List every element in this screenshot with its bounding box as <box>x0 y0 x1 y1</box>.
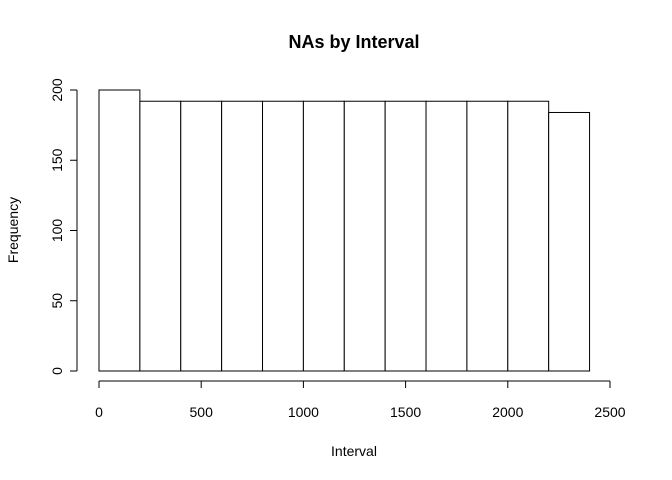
histogram-bar <box>262 100 304 372</box>
x-axis: 0 500 1000 1500 2000 2500 <box>95 380 626 420</box>
histogram-bar <box>507 100 550 372</box>
x-tick-label: 500 <box>190 404 214 420</box>
y-axis-label: Frequency <box>5 197 21 263</box>
y-tick-label: 0 <box>49 367 65 375</box>
y-tick-label: 200 <box>49 78 65 102</box>
bars-group <box>98 89 591 372</box>
histogram-bar <box>343 100 386 372</box>
y-tick-label: 100 <box>49 219 65 243</box>
histogram-bar <box>180 100 223 372</box>
y-tick-label: 150 <box>49 148 65 172</box>
histogram-bar <box>302 100 345 372</box>
x-tick-label: 0 <box>95 404 103 420</box>
chart-title: NAs by Interval <box>288 32 419 52</box>
x-tick-label: 1000 <box>288 404 319 420</box>
histogram-bar <box>548 111 591 372</box>
x-tick-label: 2000 <box>492 404 523 420</box>
x-tick-label: 1500 <box>390 404 421 420</box>
histogram-bar <box>384 100 427 372</box>
x-axis-label: Interval <box>331 443 377 459</box>
x-tick-label: 2500 <box>594 404 625 420</box>
y-tick-label: 50 <box>49 293 65 309</box>
histogram-bar <box>221 100 264 372</box>
histogram-bar <box>139 100 182 372</box>
histogram-bar <box>425 100 468 372</box>
histogram-bar <box>98 89 141 372</box>
histogram-bar <box>466 100 509 372</box>
y-axis: 0 50 100 150 200 <box>49 78 78 375</box>
